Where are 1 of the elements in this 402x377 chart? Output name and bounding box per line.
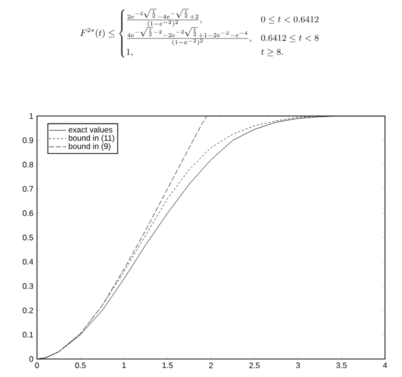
text: $F^{2*}(t) \le \begin{cases} \frac{2e^{-2\sqrt{\frac{t}{2}}}-4e^{-\sqrt{\frac{t}{2}}}+2}{(1-e^{-2})^2}, & 0 \le t < 0.6412\\ \frac{4e^{-\sqrt{\frac{t}{2}}-2}-2e^{-2\sqrt{\frac{t}{2}}}+1-2e^{-2}-e^{-4}}{(1-e^{-2})^2}, & 0.6412 \le t < 8\\ 1, & t \ge 8. \end{cases}$ — [80, 8, 319, 58]
